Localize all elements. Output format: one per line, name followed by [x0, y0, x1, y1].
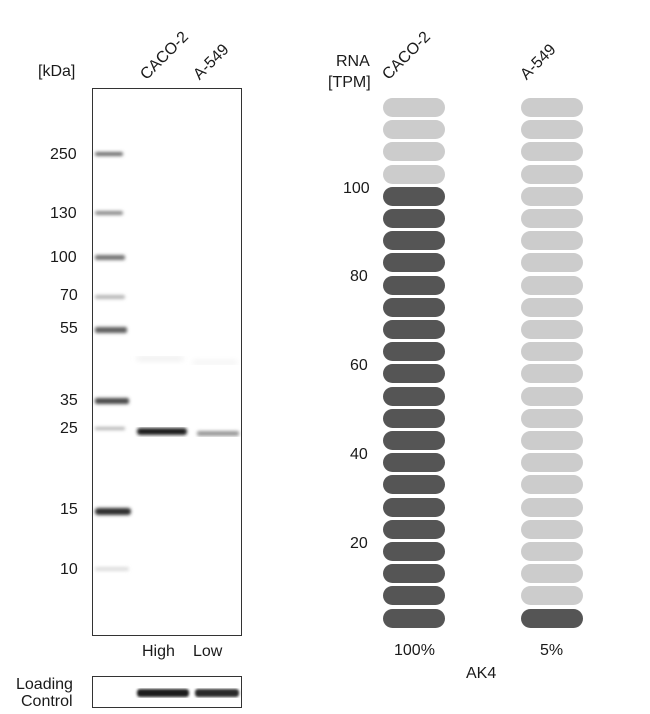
rna-pill: [383, 586, 445, 606]
loading-band-a549: [195, 689, 239, 697]
rna-pill: [383, 386, 445, 406]
rna-tick-80: 80: [350, 268, 368, 285]
ladder-band-55: [95, 327, 127, 333]
ladder-band-130: [95, 211, 123, 215]
rna-axis-label-line1: RNA: [336, 53, 370, 70]
rna-pill: [383, 364, 445, 384]
rna-pill: [521, 386, 583, 406]
ladder-bands: [95, 152, 131, 571]
rna-pill: [521, 120, 583, 140]
gene-name-label: AK4: [466, 665, 497, 682]
kda-unit-label: [kDa]: [38, 63, 76, 80]
ladder-band-15: [95, 508, 131, 515]
rna-pill: [383, 186, 445, 206]
rna-pill: [521, 231, 583, 251]
marker-label-35: 35: [60, 392, 78, 409]
rna-pill: [521, 209, 583, 228]
rna-tick-20: 20: [350, 535, 368, 552]
rna-pill: [521, 253, 583, 273]
rna-pill: [383, 320, 445, 339]
ladder-band-250: [95, 152, 123, 156]
rna-pill: [521, 364, 583, 384]
rna-axis-label-line2: [TPM]: [328, 74, 371, 91]
rna-pill: [383, 275, 445, 295]
blot-membrane: [92, 88, 242, 636]
rna-sample-label-a549: A-549: [517, 41, 560, 84]
rna-pill: [521, 164, 583, 184]
faint-band-caco2: [137, 357, 183, 360]
rna-percent-a549: 5%: [540, 642, 564, 659]
rna-pill: [383, 253, 445, 273]
rna-pill: [383, 142, 445, 162]
rna-tick-100: 100: [343, 180, 370, 197]
marker-label-100: 100: [50, 249, 77, 266]
target-band-caco2: [137, 428, 187, 435]
loading-control-label-line2: Control: [21, 693, 73, 710]
marker-label-10: 10: [60, 561, 78, 578]
rna-pill: [383, 608, 445, 628]
marker-label-25: 25: [60, 420, 78, 437]
rna-pill: [383, 453, 445, 473]
rna-pill: [521, 542, 583, 561]
rna-pill: [383, 297, 445, 317]
rna-pill: [521, 297, 583, 317]
rna-pill: [383, 120, 445, 140]
rna-pill: [521, 586, 583, 606]
ladder-band-100: [95, 255, 125, 260]
rna-pill: [383, 519, 445, 539]
marker-label-130: 130: [50, 205, 77, 222]
target-band-a549: [197, 431, 239, 436]
marker-label-250: 250: [50, 146, 77, 163]
faint-band-a549: [193, 361, 237, 364]
lane-label-caco2: CACO-2: [137, 28, 193, 84]
rna-pill: [383, 564, 445, 584]
rna-pill: [521, 98, 583, 117]
loading-control-blot: [92, 676, 242, 708]
rna-pill: [521, 519, 583, 539]
rna-sample-label-caco2: CACO-2: [379, 28, 435, 84]
lane-label-a549: A-549: [190, 41, 233, 84]
ladder-band-10: [95, 567, 129, 571]
loading-band-caco2: [137, 689, 189, 697]
ladder-band-35: [95, 398, 129, 404]
marker-label-15: 15: [60, 501, 78, 518]
rna-pill: [383, 497, 445, 517]
ladder-band-70: [95, 295, 125, 299]
rna-pill: [521, 320, 583, 339]
rna-pill: [383, 231, 445, 251]
faint-bands: [137, 357, 237, 364]
rna-tick-60: 60: [350, 357, 368, 374]
marker-label-70: 70: [60, 287, 78, 304]
rna-pill: [521, 142, 583, 162]
rna-pill: [383, 542, 445, 561]
rna-pill: [383, 209, 445, 228]
blot-image: [95, 152, 239, 571]
rna-pill: [521, 453, 583, 473]
rna-pill: [521, 342, 583, 362]
rna-percent-caco2: 100%: [394, 642, 435, 659]
level-label-high: High: [142, 643, 175, 660]
rna-pill: [383, 342, 445, 362]
loading-control-image: [137, 689, 239, 697]
rna-tick-40: 40: [350, 446, 368, 463]
rna-pill: [383, 431, 445, 450]
target-bands: [137, 428, 239, 436]
rna-pill: [383, 98, 445, 117]
rna-pill: [521, 497, 583, 517]
level-label-low: Low: [193, 643, 223, 660]
rna-pill: [521, 564, 583, 584]
rna-pill: [383, 475, 445, 495]
rna-pill: [383, 164, 445, 184]
loading-control-label-line1: Loading: [16, 676, 73, 693]
rna-pill: [521, 608, 583, 628]
ladder-band-25: [95, 427, 125, 430]
rna-pill: [521, 275, 583, 295]
rna-pill: [521, 431, 583, 450]
rna-pill: [521, 475, 583, 495]
rna-pill: [521, 408, 583, 428]
rna-pill: [521, 186, 583, 206]
rna-pill: [383, 408, 445, 428]
marker-label-55: 55: [60, 320, 78, 337]
